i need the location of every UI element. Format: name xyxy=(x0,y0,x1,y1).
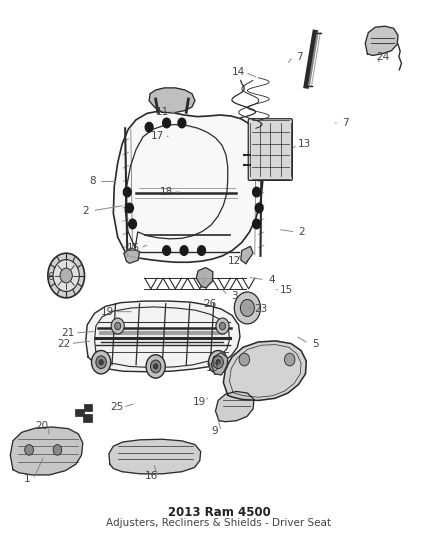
Text: 14: 14 xyxy=(232,68,245,77)
Text: 8: 8 xyxy=(89,176,95,187)
Text: 4: 4 xyxy=(268,275,275,285)
Text: 1: 1 xyxy=(24,474,30,484)
Text: 20: 20 xyxy=(35,421,49,431)
Text: 19: 19 xyxy=(101,306,114,317)
Circle shape xyxy=(115,322,121,330)
Polygon shape xyxy=(365,26,398,55)
Text: 5: 5 xyxy=(312,338,318,349)
Circle shape xyxy=(198,246,205,255)
Text: 13: 13 xyxy=(297,139,311,149)
Polygon shape xyxy=(196,268,213,288)
Text: 7: 7 xyxy=(297,52,303,61)
Circle shape xyxy=(53,260,79,292)
Text: 26: 26 xyxy=(204,298,217,309)
Text: 7: 7 xyxy=(343,118,349,128)
Circle shape xyxy=(53,445,62,455)
Bar xyxy=(83,414,92,422)
Text: 2: 2 xyxy=(299,227,305,237)
Polygon shape xyxy=(11,427,83,475)
Text: 19: 19 xyxy=(193,397,206,407)
Polygon shape xyxy=(211,353,228,375)
Text: 18: 18 xyxy=(160,187,173,197)
Text: 15: 15 xyxy=(280,286,293,295)
Circle shape xyxy=(284,353,295,366)
Circle shape xyxy=(253,219,261,229)
Circle shape xyxy=(92,351,111,374)
Text: 16: 16 xyxy=(145,472,158,481)
Text: 11: 11 xyxy=(155,107,169,117)
Circle shape xyxy=(255,203,263,213)
Circle shape xyxy=(178,118,186,128)
Circle shape xyxy=(96,356,106,368)
Text: 24: 24 xyxy=(376,52,389,61)
Text: 10: 10 xyxy=(206,362,219,373)
Text: 2013 Ram 4500: 2013 Ram 4500 xyxy=(168,506,270,519)
Circle shape xyxy=(216,318,229,334)
Bar xyxy=(84,403,92,411)
Circle shape xyxy=(153,364,158,369)
Polygon shape xyxy=(215,391,254,422)
Text: 25: 25 xyxy=(110,402,123,413)
Polygon shape xyxy=(109,439,201,474)
Polygon shape xyxy=(241,246,253,264)
Text: 22: 22 xyxy=(57,338,71,349)
Circle shape xyxy=(213,356,223,368)
Text: Adjusters, Recliners & Shields - Driver Seat: Adjusters, Recliners & Shields - Driver … xyxy=(106,518,332,528)
Circle shape xyxy=(150,360,161,373)
Polygon shape xyxy=(124,248,140,263)
Polygon shape xyxy=(86,301,240,372)
Text: 2: 2 xyxy=(82,206,89,216)
Polygon shape xyxy=(149,88,195,113)
Text: 6: 6 xyxy=(48,272,54,282)
Circle shape xyxy=(219,322,226,330)
Circle shape xyxy=(146,355,165,378)
FancyBboxPatch shape xyxy=(248,119,292,180)
Circle shape xyxy=(145,123,153,132)
Text: 3: 3 xyxy=(231,290,237,301)
Circle shape xyxy=(180,246,188,255)
Polygon shape xyxy=(113,111,263,262)
Text: 12: 12 xyxy=(228,256,241,266)
Circle shape xyxy=(129,219,137,229)
Text: 9: 9 xyxy=(211,426,218,437)
Circle shape xyxy=(126,203,134,213)
Circle shape xyxy=(124,187,131,197)
Circle shape xyxy=(111,318,124,334)
Text: 15: 15 xyxy=(127,243,141,253)
Circle shape xyxy=(25,445,33,455)
Circle shape xyxy=(234,292,261,324)
Circle shape xyxy=(99,360,103,365)
Circle shape xyxy=(48,253,85,298)
Circle shape xyxy=(253,187,261,197)
Circle shape xyxy=(208,351,228,374)
Circle shape xyxy=(162,246,170,255)
Circle shape xyxy=(216,360,220,365)
Text: 21: 21 xyxy=(62,328,75,338)
Text: 17: 17 xyxy=(151,131,165,141)
Circle shape xyxy=(162,118,170,128)
Circle shape xyxy=(60,268,72,283)
Text: 23: 23 xyxy=(254,304,267,314)
Circle shape xyxy=(240,300,254,317)
Circle shape xyxy=(239,353,250,366)
Polygon shape xyxy=(223,341,306,400)
Bar xyxy=(75,409,84,416)
